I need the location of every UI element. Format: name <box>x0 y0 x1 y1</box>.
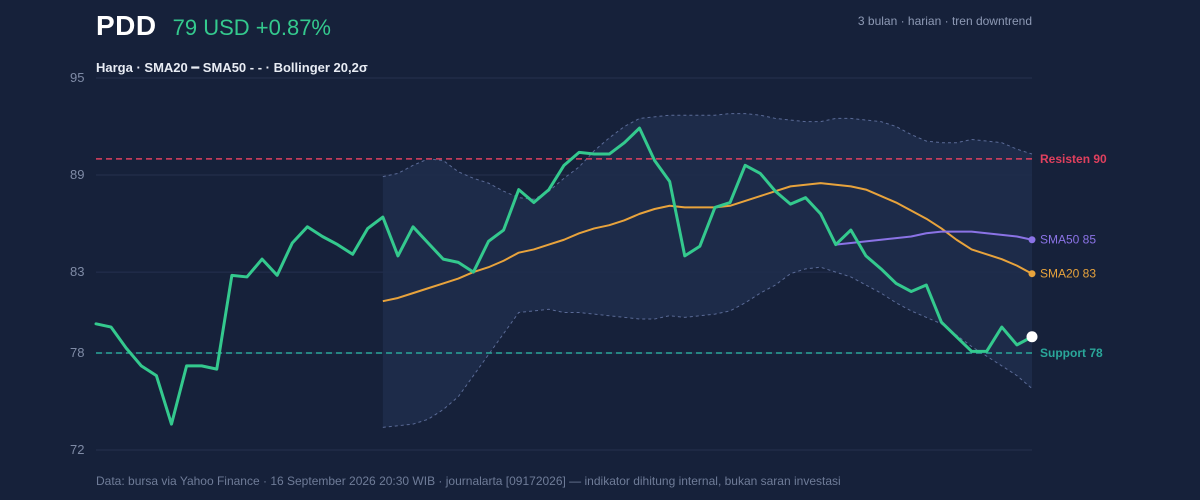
resistance-label: Resisten 90 <box>1040 152 1107 166</box>
legend: Harga · SMA20 ━ SMA50 - - · Bollinger 20… <box>96 60 368 75</box>
y-tick-label: 78 <box>70 345 84 360</box>
bollinger-upper-line <box>382 113 1033 200</box>
bollinger-lower-line <box>382 266 1033 428</box>
sma20-end-dot <box>1028 270 1036 278</box>
last-price-marker <box>1026 331 1038 343</box>
support-label: Support 78 <box>1040 346 1103 360</box>
sma20-line <box>382 182 1033 303</box>
source-footer: Data: bursa via Yahoo Finance · 16 Septe… <box>96 474 841 488</box>
price-change: 79 USD +0.87% <box>172 15 331 40</box>
sma50-end-dot <box>1028 236 1036 244</box>
chart-header: PDD 79 USD +0.87% <box>96 10 331 50</box>
y-tick-label: 83 <box>70 264 84 279</box>
y-tick-label: 89 <box>70 167 84 182</box>
sma50-end-label: SMA50 85 <box>1040 233 1096 247</box>
period-label: 3 bulan · harian · tren downtrend <box>857 14 1032 28</box>
sma50-line <box>835 230 1033 246</box>
y-tick-label: 95 <box>70 70 84 85</box>
y-tick-label: 72 <box>70 442 84 457</box>
ticker-symbol: PDD <box>96 10 157 41</box>
price-line <box>94 126 1034 426</box>
sma20-end-label: SMA20 83 <box>1040 267 1096 281</box>
